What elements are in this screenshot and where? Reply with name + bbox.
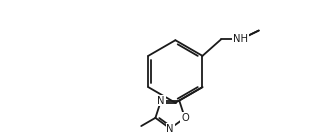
Text: N: N bbox=[157, 95, 165, 106]
Text: O: O bbox=[181, 113, 189, 123]
Text: NH: NH bbox=[233, 34, 248, 45]
Text: N: N bbox=[166, 124, 174, 134]
